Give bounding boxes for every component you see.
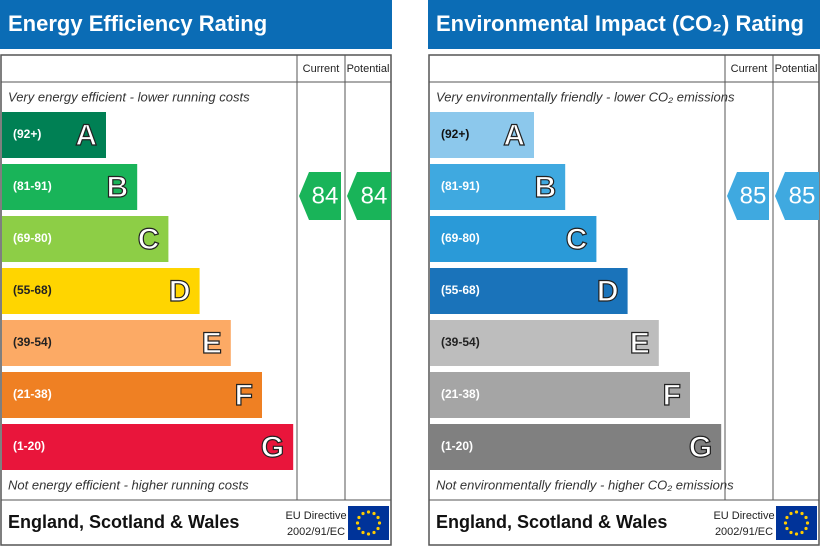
eu-star xyxy=(361,530,365,535)
eu-star xyxy=(785,515,789,520)
top-note: Very energy efficient - lower running co… xyxy=(8,89,250,104)
rating-band xyxy=(2,268,200,314)
eu-star xyxy=(783,521,788,525)
eu-star xyxy=(376,526,380,531)
band-range: (1-20) xyxy=(441,439,473,453)
footer-region: England, Scotland & Wales xyxy=(8,512,239,532)
band-range: (92+) xyxy=(441,127,469,141)
rating-band xyxy=(2,424,294,470)
potential-rating: 84 xyxy=(361,182,388,209)
band-range: (69-80) xyxy=(13,231,52,245)
eu-star xyxy=(789,530,793,535)
band-letter: A xyxy=(503,119,525,152)
band-letter: C xyxy=(138,223,160,256)
column-header: Current xyxy=(731,63,768,75)
band-letter: E xyxy=(630,327,650,360)
bottom-note: Not energy efficient - higher running co… xyxy=(8,477,249,492)
band-range: (69-80) xyxy=(441,231,480,245)
directive-line: 2002/91/EC xyxy=(287,526,345,538)
panel-title: Environmental Impact (CO₂) Rating xyxy=(436,11,804,36)
top-note: Very environmentally friendly - lower CO… xyxy=(436,89,735,104)
rating-arrow xyxy=(347,172,391,220)
band-letter: G xyxy=(689,431,712,464)
rating-arrow xyxy=(775,172,819,220)
band-letter: D xyxy=(597,275,619,308)
rating-panel: Environmental Impact (CO₂) Rating Current… xyxy=(428,0,820,546)
rating-band xyxy=(430,424,722,470)
band-range: (21-38) xyxy=(13,387,52,401)
bottom-note: Not environmentally friendly - higher CO… xyxy=(436,477,734,492)
rating-panel: Energy Efficiency Rating Current Potential… xyxy=(0,0,392,546)
rating-band xyxy=(430,112,534,158)
band-letter: B xyxy=(535,171,557,204)
band-range: (1-20) xyxy=(13,439,45,453)
eu-star xyxy=(785,526,789,531)
rating-band xyxy=(430,372,690,418)
eu-star xyxy=(376,515,380,520)
rating-arrow xyxy=(299,172,341,220)
eu-star xyxy=(789,511,793,516)
eu-star xyxy=(794,510,799,514)
column-header: Potential xyxy=(347,63,390,75)
eu-star xyxy=(800,530,804,535)
band-range: (55-68) xyxy=(13,283,52,297)
eu-star xyxy=(366,532,371,536)
directive-line: EU Directive xyxy=(285,510,346,522)
rating-arrow xyxy=(727,172,769,220)
eu-star xyxy=(361,511,365,516)
rating-band xyxy=(2,216,169,262)
band-letter: F xyxy=(663,379,681,412)
eu-star xyxy=(357,515,361,520)
eu-star xyxy=(372,530,376,535)
eu-star xyxy=(794,532,799,536)
column-header: Potential xyxy=(775,63,818,75)
rating-band xyxy=(430,268,628,314)
rating-band xyxy=(430,216,597,262)
band-letter: D xyxy=(169,275,191,308)
eu-star xyxy=(355,521,360,525)
band-letter: F xyxy=(235,379,253,412)
column-header: Current xyxy=(303,63,340,75)
title-bar xyxy=(428,0,820,49)
eu-star xyxy=(372,511,376,516)
potential-rating: 85 xyxy=(789,182,816,209)
band-range: (81-91) xyxy=(13,179,52,193)
title-bar xyxy=(0,0,392,49)
directive-line: 2002/91/EC xyxy=(715,526,773,538)
rating-band xyxy=(2,112,106,158)
rating-band xyxy=(2,320,231,366)
rating-band xyxy=(2,372,262,418)
rating-band xyxy=(430,164,566,210)
footer-region: England, Scotland & Wales xyxy=(436,512,667,532)
band-range: (55-68) xyxy=(441,283,480,297)
current-rating: 84 xyxy=(312,182,339,209)
band-letter: E xyxy=(202,327,222,360)
eu-star xyxy=(800,511,804,516)
band-range: (39-54) xyxy=(13,335,52,349)
band-letter: A xyxy=(75,119,97,152)
directive-line: EU Directive xyxy=(713,510,774,522)
eu-star xyxy=(377,521,382,525)
band-range: (81-91) xyxy=(441,179,480,193)
panel-title: Energy Efficiency Rating xyxy=(8,11,267,36)
current-rating: 85 xyxy=(740,182,767,209)
band-letter: G xyxy=(261,431,284,464)
band-letter: C xyxy=(566,223,588,256)
band-range: (92+) xyxy=(13,127,41,141)
rating-band xyxy=(430,320,659,366)
eu-star xyxy=(804,515,808,520)
eu-star xyxy=(805,521,810,525)
band-range: (39-54) xyxy=(441,335,480,349)
rating-band xyxy=(2,164,138,210)
eu-star xyxy=(804,526,808,531)
band-letter: B xyxy=(107,171,129,204)
eu-star xyxy=(366,510,371,514)
eu-star xyxy=(357,526,361,531)
band-range: (21-38) xyxy=(441,387,480,401)
